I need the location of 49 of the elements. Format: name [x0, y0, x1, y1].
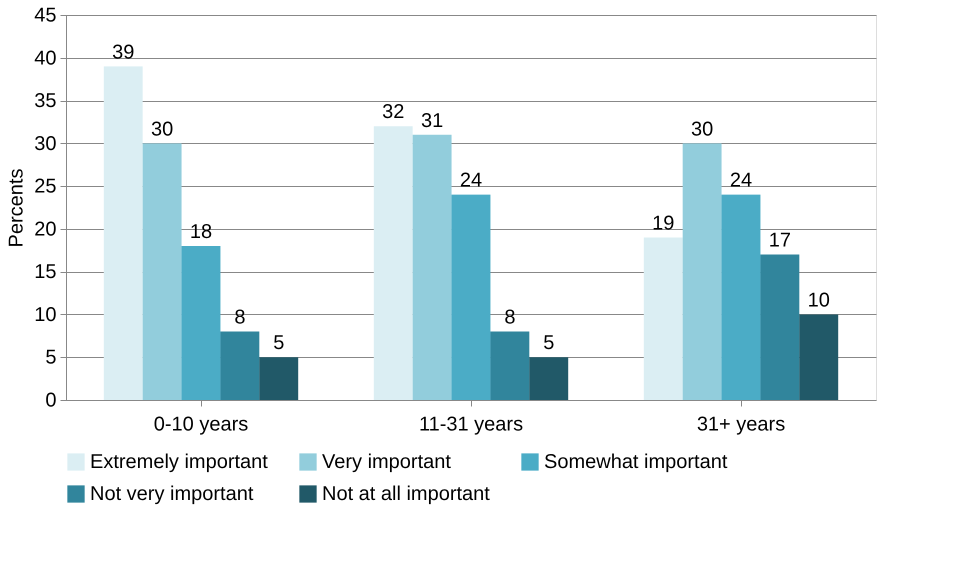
- data-label: 5: [273, 332, 284, 354]
- data-label: 24: [730, 170, 752, 192]
- x-tick-label: 11-31 years: [418, 414, 524, 436]
- data-label: 30: [150, 118, 174, 140]
- data-label: 19: [652, 212, 674, 234]
- legend-label: Very important: [322, 451, 452, 473]
- data-label: 32: [382, 101, 404, 124]
- y-tick-label: 0: [45, 390, 56, 412]
- data-label: 31: [420, 110, 444, 132]
- y-tick-label: 25: [34, 176, 56, 198]
- legend-label: Somewhat important: [544, 451, 728, 473]
- y-tick-label: 35: [34, 90, 56, 112]
- bar: [412, 134, 452, 400]
- data-label: 8: [504, 306, 516, 329]
- y-axis-title: Percents: [5, 168, 28, 248]
- bar: [682, 143, 722, 400]
- y-tick-label: 10: [34, 304, 56, 326]
- data-label: 39: [112, 41, 134, 64]
- legend-label: Not very important: [90, 483, 254, 505]
- bar: [182, 246, 220, 400]
- bar: [799, 314, 838, 400]
- y-tick-label: 5: [45, 346, 56, 369]
- y-tick-label: 15: [34, 261, 56, 284]
- y-tick-label: 20: [34, 218, 56, 240]
- data-label: 5: [543, 332, 554, 354]
- legend-label: Extremely important: [90, 451, 268, 473]
- bar: [374, 126, 413, 400]
- bar: [220, 332, 260, 400]
- bar: [104, 66, 143, 400]
- bar: [142, 143, 182, 400]
- legend-label: Not at all important: [322, 483, 490, 505]
- x-tick-label: 0-10 years: [154, 414, 248, 436]
- bar: [529, 357, 568, 400]
- data-label: 30: [690, 118, 714, 140]
- bar: [490, 332, 530, 400]
- bar: [452, 194, 490, 400]
- y-tick-label: 45: [34, 4, 56, 26]
- bar: [760, 254, 800, 400]
- data-label: 24: [460, 170, 482, 192]
- bar: [722, 194, 760, 400]
- data-label: 8: [234, 306, 246, 329]
- y-tick-label: 40: [34, 47, 56, 70]
- y-tick-label: 30: [34, 132, 56, 155]
- data-label: 17: [768, 230, 792, 252]
- x-tick-label: 31+ years: [696, 414, 786, 436]
- bar: [259, 357, 298, 400]
- bar: [644, 237, 683, 400]
- data-label: 10: [808, 289, 830, 312]
- data-label: 18: [190, 221, 212, 243]
